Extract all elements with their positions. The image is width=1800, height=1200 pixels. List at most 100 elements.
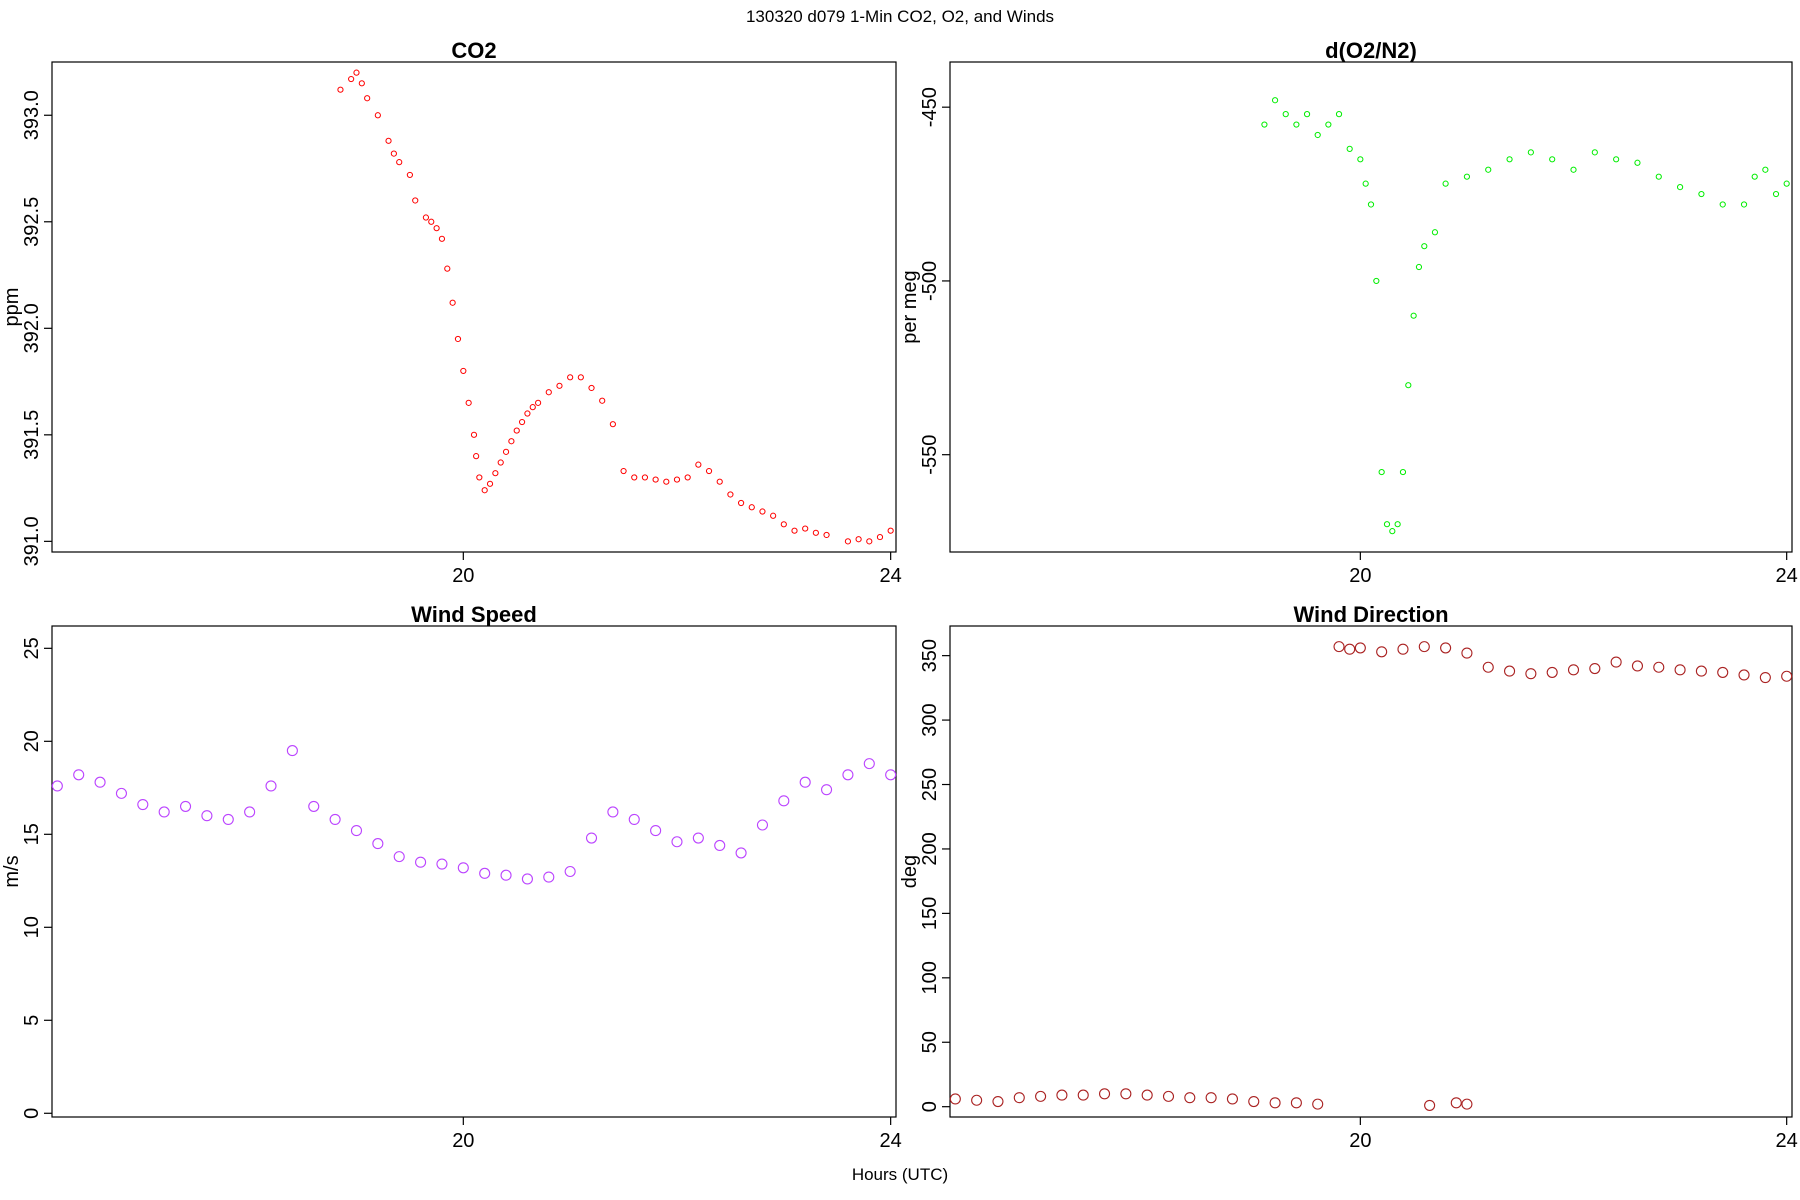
wind-direction-y-tick-label: 350 [919,639,941,672]
wind-speed-data-point [51,780,63,792]
wind-speed-y-tick-label: 5 [21,1015,43,1026]
wind-direction-data-point [1717,666,1729,678]
wind-speed-title: Wind Speed [411,602,537,627]
wind-direction-data-point [1759,671,1771,684]
wind-speed-data-point [137,798,149,811]
wind-speed-data-point [158,806,170,818]
panel-co2: CO2 ppm 20 24 391.0 391.5 392.0 392.5 393.0 [1,38,902,587]
wind-direction-data-point [1376,646,1388,658]
wind-speed-y-axis-label: m/s [1,855,23,887]
wind-direction-y-tick-label: 50 [919,1031,941,1053]
wind-speed-data-point [244,806,256,818]
co2-data-point [556,382,563,389]
wind-direction-data-point [1482,661,1494,673]
co2-data-point [599,397,606,404]
wind-direction-x-tick-label: 24 [1776,1130,1798,1152]
wind-direction-x-tick-label: 20 [1349,1130,1371,1152]
co2-data-point [513,427,520,434]
wind-speed-data-point [863,758,875,770]
wind-speed-y-tick-label: 15 [21,823,43,845]
o2-n2-data-point [1421,243,1428,250]
wind-direction-data-point [1525,668,1537,680]
co2-data-point [524,410,531,417]
wind-speed-data-point [543,871,555,883]
wind-speed-data-point [842,769,854,781]
figure-x-axis-label: Hours (UTC) [852,1165,948,1184]
wind-speed-data-point [628,813,640,825]
o2-n2-plot-frame [949,61,1793,553]
co2-data-point [535,399,542,406]
co2-data-point [353,69,360,76]
wind-speed-y-tick-label: 20 [21,730,43,752]
wind-speed-data-point [372,838,384,850]
wind-speed-data-point [286,745,298,757]
co2-data-point [823,531,830,539]
wind-direction-data-point [1226,1093,1238,1105]
wind-speed-data-point [329,813,341,825]
co2-data-point [887,527,894,534]
wind-direction-data-point [1738,669,1750,681]
o2-n2-data-point [1634,159,1641,166]
o2-n2-data-point [1719,201,1726,208]
co2-data-point [396,159,403,166]
wind-speed-data-point [115,787,127,799]
co2-data-point [465,399,472,406]
co2-data-point [855,536,862,543]
co2-data-point [844,538,852,545]
o2-n2-data-point [1383,521,1391,528]
co2-data-point [641,474,649,481]
wind-speed-data-point [436,858,448,870]
wind-speed-data-point [73,769,85,781]
co2-data-point [759,508,766,515]
co2-y-tick-label: 391.5 [21,410,43,460]
co2-data-point [802,525,809,532]
wind-direction-data-point [1450,1097,1462,1109]
co2-data-point [492,470,499,477]
co2-data-point [770,512,777,519]
co2-data-point [866,538,873,545]
co2-data-point [460,367,467,375]
co2-data-point [374,112,381,119]
co2-data-point [481,487,488,494]
wind-speed-data-point [457,862,469,874]
wind-direction-title: Wind Direction [1293,602,1448,627]
o2-n2-data-point [1405,382,1412,389]
wind-speed-data-point [735,847,747,859]
wind-speed-data-point [607,806,619,818]
co2-data-point [577,374,584,381]
wind-direction-data-point [1424,1099,1436,1111]
o2-n2-data-point [1698,190,1705,198]
wind-speed-data-point [585,832,598,844]
wind-direction-data-point [1397,643,1409,655]
o2-n2-data-point [1506,156,1513,163]
wind-direction-data-point [1653,661,1665,673]
o2-n2-data-point [1378,468,1385,476]
wind-direction-data-point [1567,664,1580,676]
co2-data-point [433,225,440,232]
co2-data-point [497,459,504,466]
co2-data-point [705,467,713,475]
o2-n2-data-point [1772,190,1780,198]
o2-n2-data-point [1740,201,1748,208]
o2-n2-data-point [1293,121,1300,128]
co2-data-point [567,374,574,381]
o2-n2-data-point [1373,277,1380,285]
wind-direction-data-point [1098,1088,1111,1100]
co2-data-point [364,95,371,102]
co2-data-point [422,214,430,221]
o2-n2-y-axis-label: per meg [899,270,921,343]
o2-n2-x-tick-label: 20 [1349,565,1371,587]
o2-n2-data-point [1655,173,1662,180]
wind-speed-data-point [415,856,427,868]
o2-n2-data-point [1676,184,1684,191]
co2-y-tick-label: 393.0 [21,90,43,140]
o2-n2-y-tick-label: -450 [919,87,941,127]
wind-direction-data-point [1546,666,1558,678]
o2-n2-data-point [1282,111,1289,118]
o2-n2-data-point [1613,156,1620,163]
wind-direction-y-tick-label: 100 [919,961,941,994]
wind-direction-y-tick-label: 300 [919,703,941,736]
wind-speed-data-point [671,836,683,848]
o2-n2-y-tick-label: -550 [919,435,941,475]
